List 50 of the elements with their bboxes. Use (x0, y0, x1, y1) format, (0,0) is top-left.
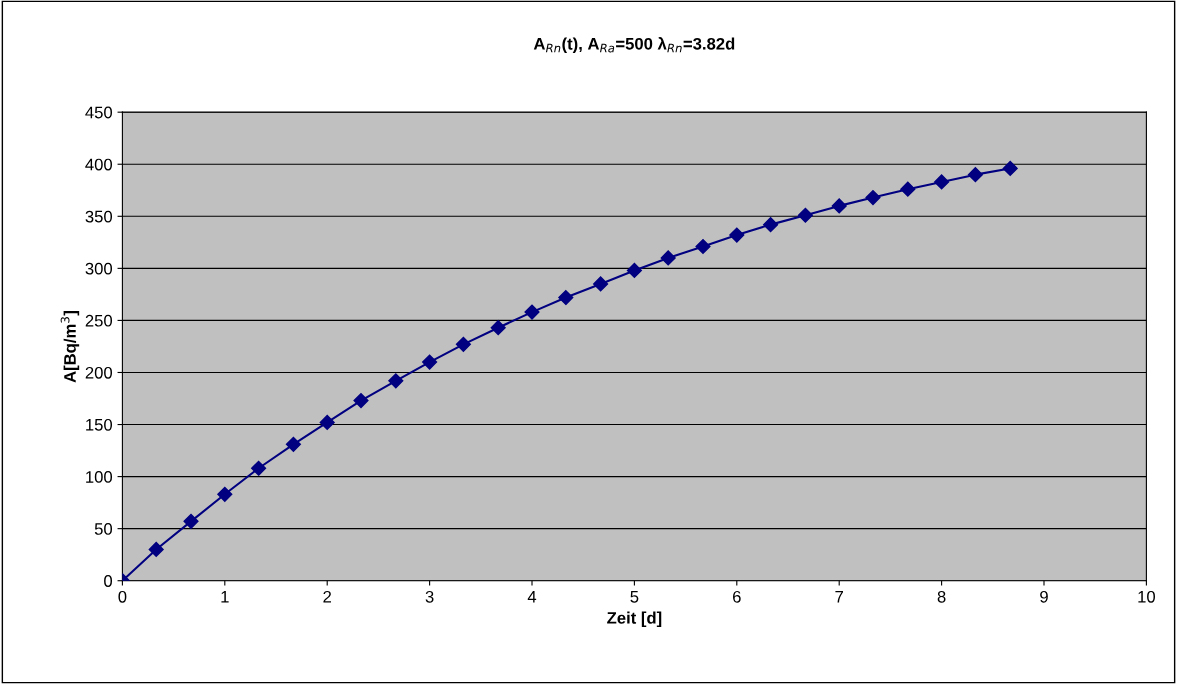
point (455, 336, 471, 352)
y-tick-label: 150 (86, 418, 113, 431)
y-tick-label: 300 (85, 262, 113, 275)
chart-title: A$_{Rn}$(t), A$_{Ra}$=500 λ$_{Rn}$=3.82d (533, 37, 735, 53)
point (251, 460, 267, 476)
x-tick-label: 4 (527, 591, 537, 603)
point (695, 238, 711, 255)
point (831, 198, 847, 214)
y-tick-label: 400 (85, 158, 113, 171)
x-tick-label: 0 (118, 590, 127, 603)
point (626, 262, 642, 279)
y-tick-label: 200 (85, 366, 113, 379)
point (183, 513, 199, 529)
x-tick-label: 2 (323, 590, 331, 603)
point (217, 486, 233, 502)
point (524, 304, 540, 320)
point (353, 393, 369, 409)
point (388, 373, 404, 389)
x-axis-title: Zeit [d] (607, 611, 662, 628)
point (763, 217, 779, 233)
point (797, 207, 813, 223)
x-tick-label: 10 (1138, 590, 1156, 603)
point (490, 320, 506, 336)
point (148, 541, 164, 558)
y-tick-label: 350 (85, 210, 113, 223)
point (593, 276, 609, 292)
point (865, 189, 881, 206)
point (729, 227, 745, 243)
point (660, 250, 676, 266)
y-axis-title: A[Bq/m$^{3}$] (60, 311, 80, 383)
x-tick-label: 5 (630, 591, 639, 603)
x-tick-label: 6 (733, 590, 741, 603)
point (967, 167, 983, 183)
point (900, 181, 916, 197)
point (558, 289, 574, 306)
y-tick-label: 100 (86, 471, 113, 483)
point (285, 436, 301, 452)
y-tick-label: 250 (85, 314, 113, 327)
x-tick-label: 9 (1040, 590, 1048, 603)
y-tick-label: 0 (104, 575, 113, 587)
x-tick-label: 3 (425, 590, 434, 603)
y-tick-label: 450 (85, 106, 113, 119)
point (934, 174, 950, 190)
x-tick-label: 7 (835, 591, 843, 603)
x-tick-label: 8 (937, 590, 946, 603)
point (319, 414, 335, 431)
point (422, 354, 438, 370)
x-tick-label: 1 (221, 591, 229, 603)
point (1002, 160, 1018, 176)
y-tick-label: 50 (94, 523, 113, 535)
